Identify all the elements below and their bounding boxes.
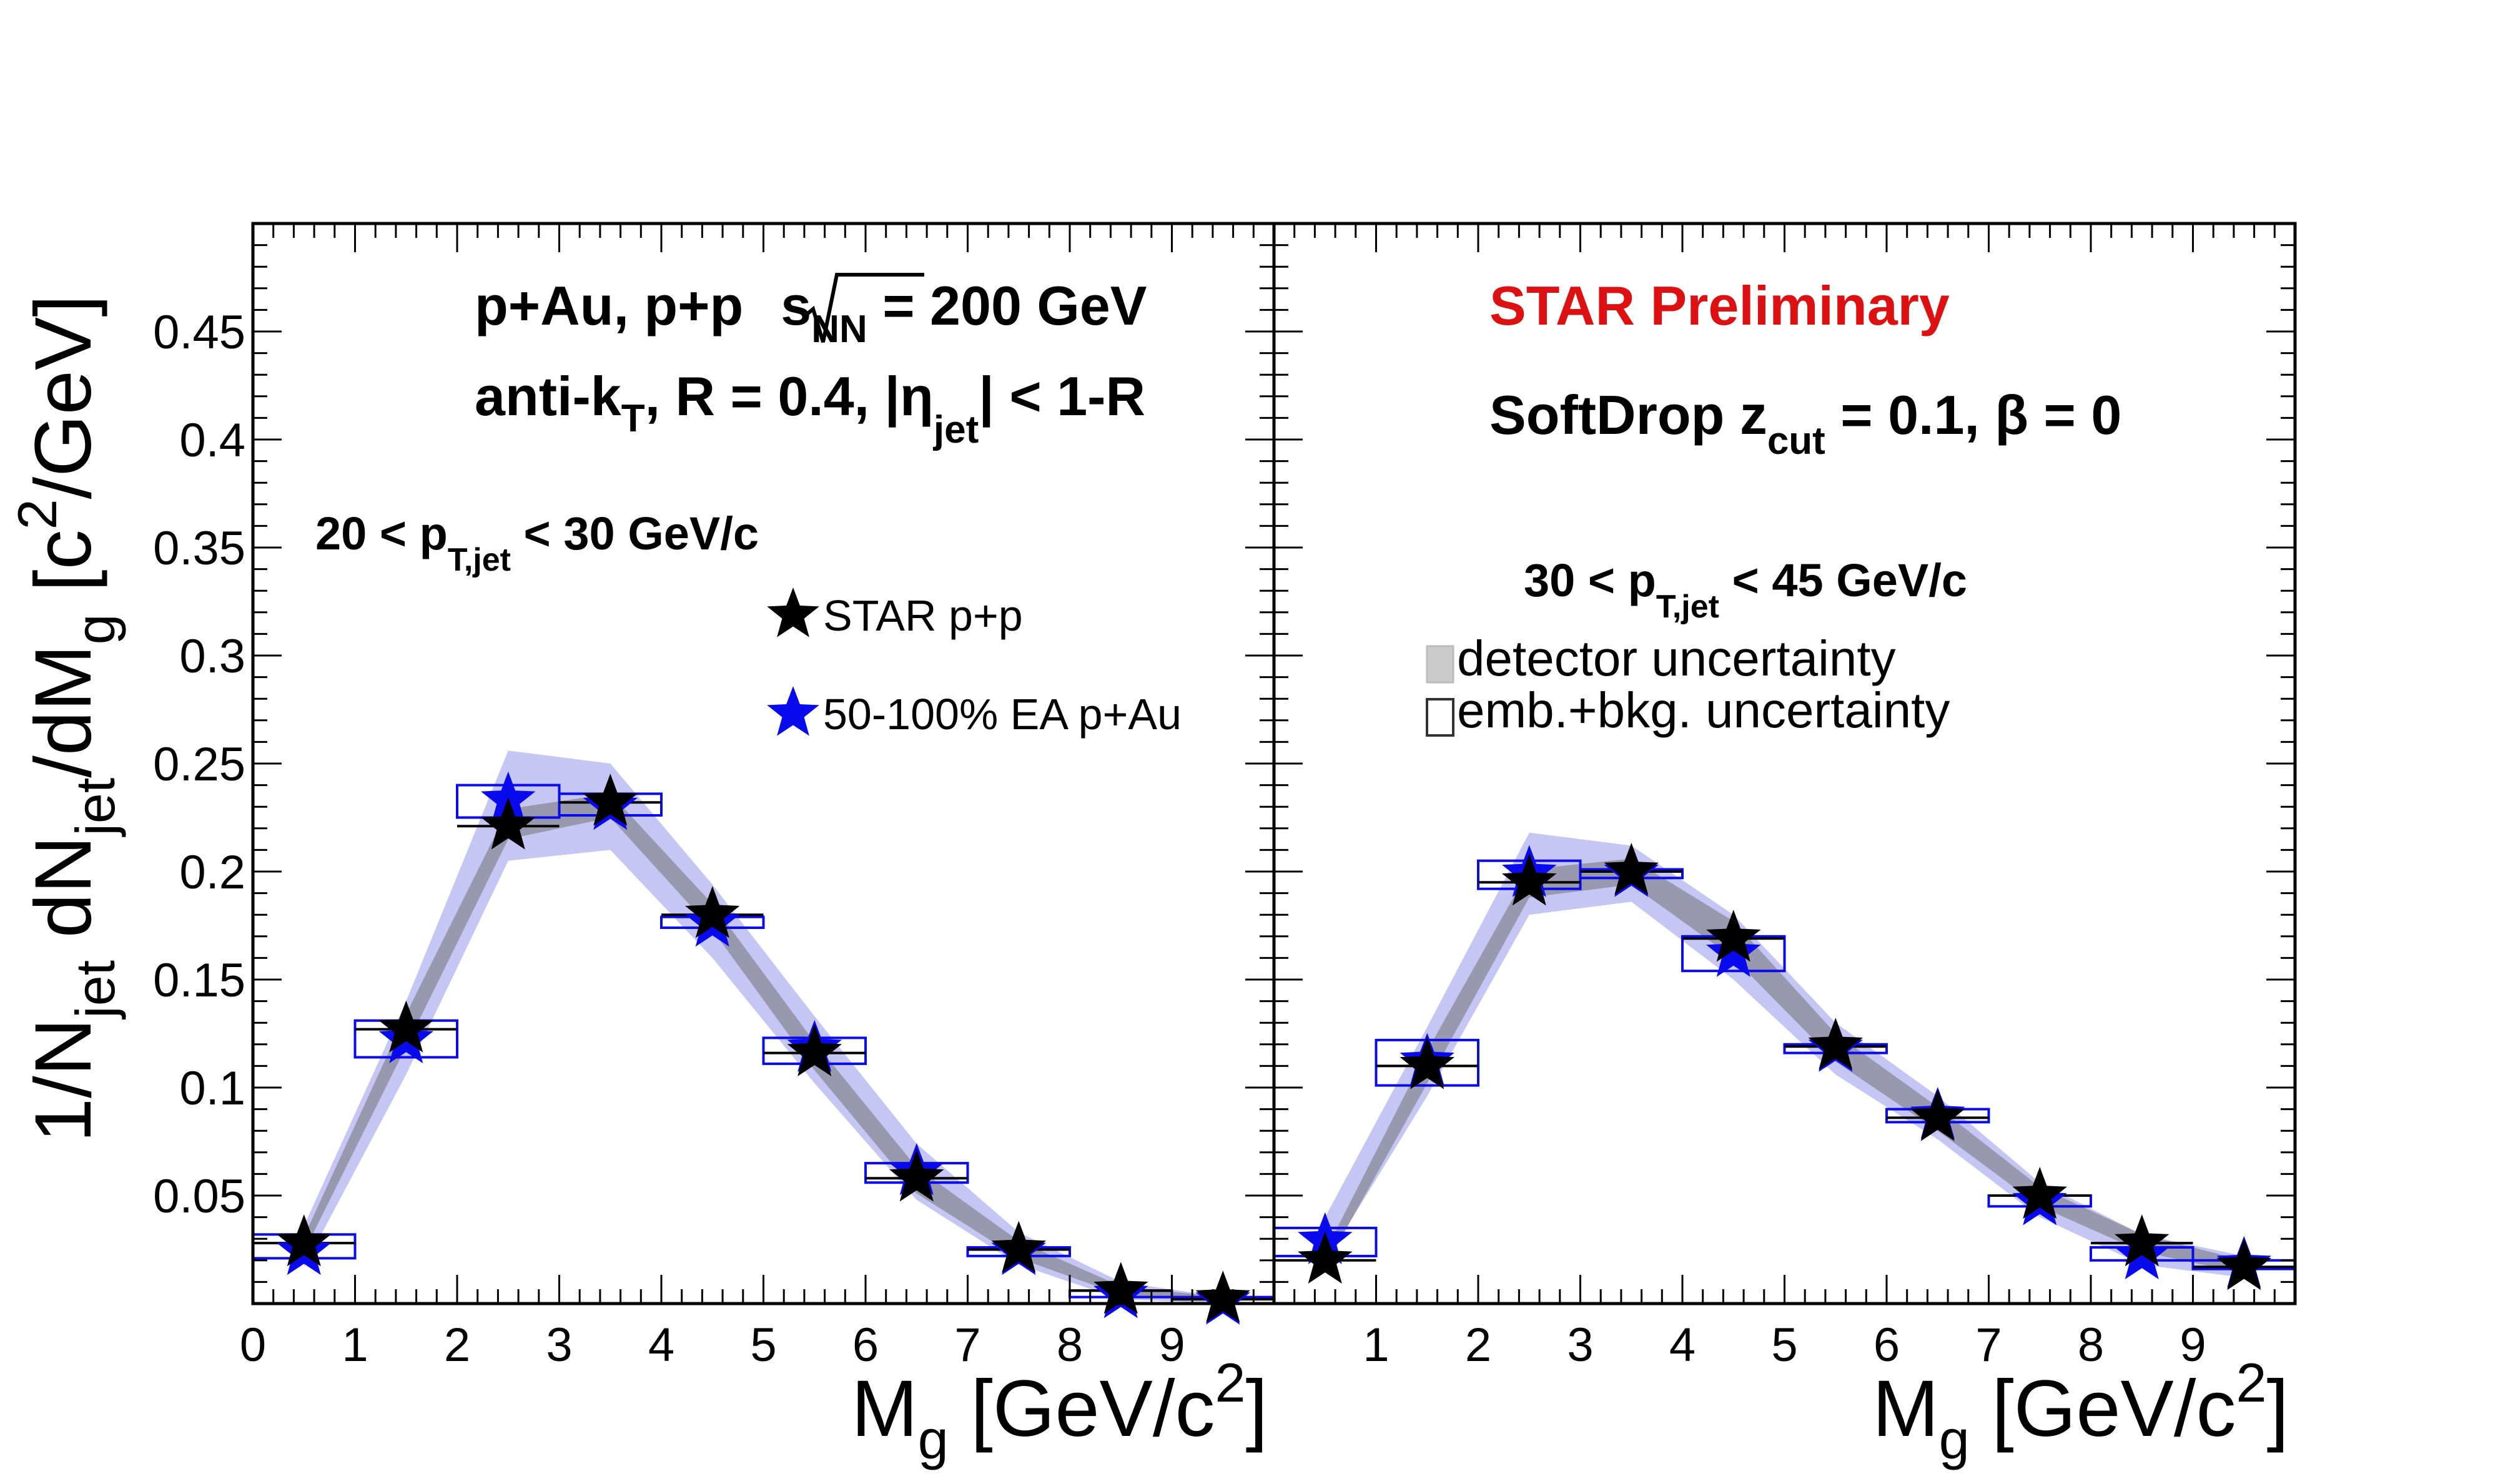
y-tick-label: 0.25: [153, 738, 245, 791]
data-markers: [277, 771, 2271, 1325]
y-tick-label: 0.15: [153, 954, 245, 1007]
right-x-tick-label: 7: [1975, 1319, 2002, 1372]
left-x-tick-label: 9: [1158, 1319, 1185, 1372]
right-pp-point: [1604, 843, 1659, 895]
jet-definition-label: anti-kT, R = 0.4, |ηjet| < 1-R: [475, 365, 1145, 451]
left-pp-point: [378, 1000, 433, 1053]
y-tick-label: 0.3: [179, 630, 245, 683]
right-pp-point: [2012, 1167, 2067, 1219]
left-pp-point: [277, 1214, 332, 1267]
right-pp-point: [1502, 853, 1557, 906]
y-tick-label: 0.45: [153, 306, 245, 359]
x-axis-label-right: Mg [GeV/c2]: [1872, 1352, 2289, 1470]
legend-pau-label: 50-100% EA p+Au: [823, 690, 1182, 739]
sqrt-symbol: [804, 273, 924, 343]
left-x-tick-label: 4: [648, 1319, 674, 1372]
right-pp-point: [2115, 1214, 2170, 1267]
left-x-tick-label: 6: [852, 1319, 879, 1372]
right-pp-point: [1808, 1018, 1863, 1070]
right-pp-point: [2216, 1238, 2271, 1290]
legend-emb-swatch: [1426, 698, 1454, 737]
axis-ticks: [252, 224, 2296, 1305]
left-x-tick-label: 0: [240, 1319, 266, 1372]
right-panel-frame: [1272, 222, 2297, 1305]
uncertainty-bands: [304, 750, 2244, 1304]
left-pp-point: [583, 774, 638, 826]
left-pp-point: [889, 1149, 944, 1202]
right-pp-point: [1706, 910, 1761, 962]
left-pp-point: [991, 1221, 1046, 1273]
y-tick-label: 0.05: [153, 1170, 245, 1223]
right-x-tick-label: 1: [1363, 1319, 1389, 1372]
left-pp-point: [685, 886, 740, 938]
right-pp-band: [1325, 858, 2244, 1274]
right-x-tick-label: 6: [1874, 1319, 1900, 1372]
legend-det-swatch: [1426, 645, 1454, 684]
right-x-tick-label: 3: [1567, 1319, 1593, 1372]
left-x-tick-label: 1: [342, 1319, 368, 1372]
x-axis-label-left: Mg [GeV/c2]: [851, 1352, 1268, 1470]
legend-pp-marker: [767, 587, 819, 637]
left-pau-point: [481, 771, 536, 823]
right-x-tick-label: 2: [1465, 1319, 1491, 1372]
y-tick-label: 0.1: [179, 1062, 245, 1115]
left-pp-point: [481, 797, 536, 850]
y-tick-label: 0.4: [179, 414, 245, 467]
right-x-tick-label: 4: [1669, 1319, 1696, 1372]
right-x-tick-label: 8: [2078, 1319, 2104, 1372]
legend-markers: [767, 587, 819, 736]
preliminary-label: STAR Preliminary: [1489, 275, 1950, 337]
left-pp-point: [1093, 1262, 1148, 1314]
right-x-tick-label: 9: [2180, 1319, 2206, 1372]
softdrop-label: SoftDrop zcut = 0.1, β = 0: [1489, 384, 2121, 463]
left-pau-band: [304, 750, 1223, 1304]
right-pau-point: [1706, 925, 1761, 977]
left-x-tick-label: 5: [750, 1319, 776, 1372]
left-x-tick-label: 7: [954, 1319, 980, 1372]
left-x-tick-label: 3: [546, 1319, 572, 1372]
left-pp-point: [1195, 1270, 1250, 1323]
right-pau-band: [1325, 832, 2244, 1278]
left-x-tick-label: 8: [1057, 1319, 1083, 1372]
left-pp-point: [787, 1024, 842, 1076]
legend-pp-label: STAR p+p: [823, 591, 1023, 640]
legend-det-label: detector uncertainty: [1457, 631, 1896, 686]
tick-labels: 0 1 2 3 4 5 6 7 8 9 0.05 0.1 0.15 0.2 0.25 0.3 0.35 0.4 0.…: [153, 306, 2206, 1372]
right-range-label: 30 < pT,jet < 45 GeV/c: [1524, 554, 1967, 625]
legend-pau-marker: [767, 686, 819, 736]
right-pp-point: [1910, 1089, 1965, 1141]
left-range-label: 20 < pT,jet < 30 GeV/c: [315, 508, 759, 578]
legend-emb-label: emb.+bkg. uncertainty: [1457, 682, 1950, 738]
y-tick-label: 0.2: [179, 846, 245, 899]
right-pp-point: [1298, 1231, 1353, 1284]
y-tick-label: 0.35: [153, 522, 245, 575]
left-x-tick-label: 2: [444, 1319, 470, 1372]
collision-label: p+Au, p+p sNN = 200 GeV: [475, 275, 1147, 351]
right-pp-point: [1400, 1037, 1454, 1089]
right-x-tick-label: 5: [1771, 1319, 1797, 1372]
y-axis-label: 1/Njet dNjet/dMg [c2/GeV]: [6, 295, 126, 1142]
